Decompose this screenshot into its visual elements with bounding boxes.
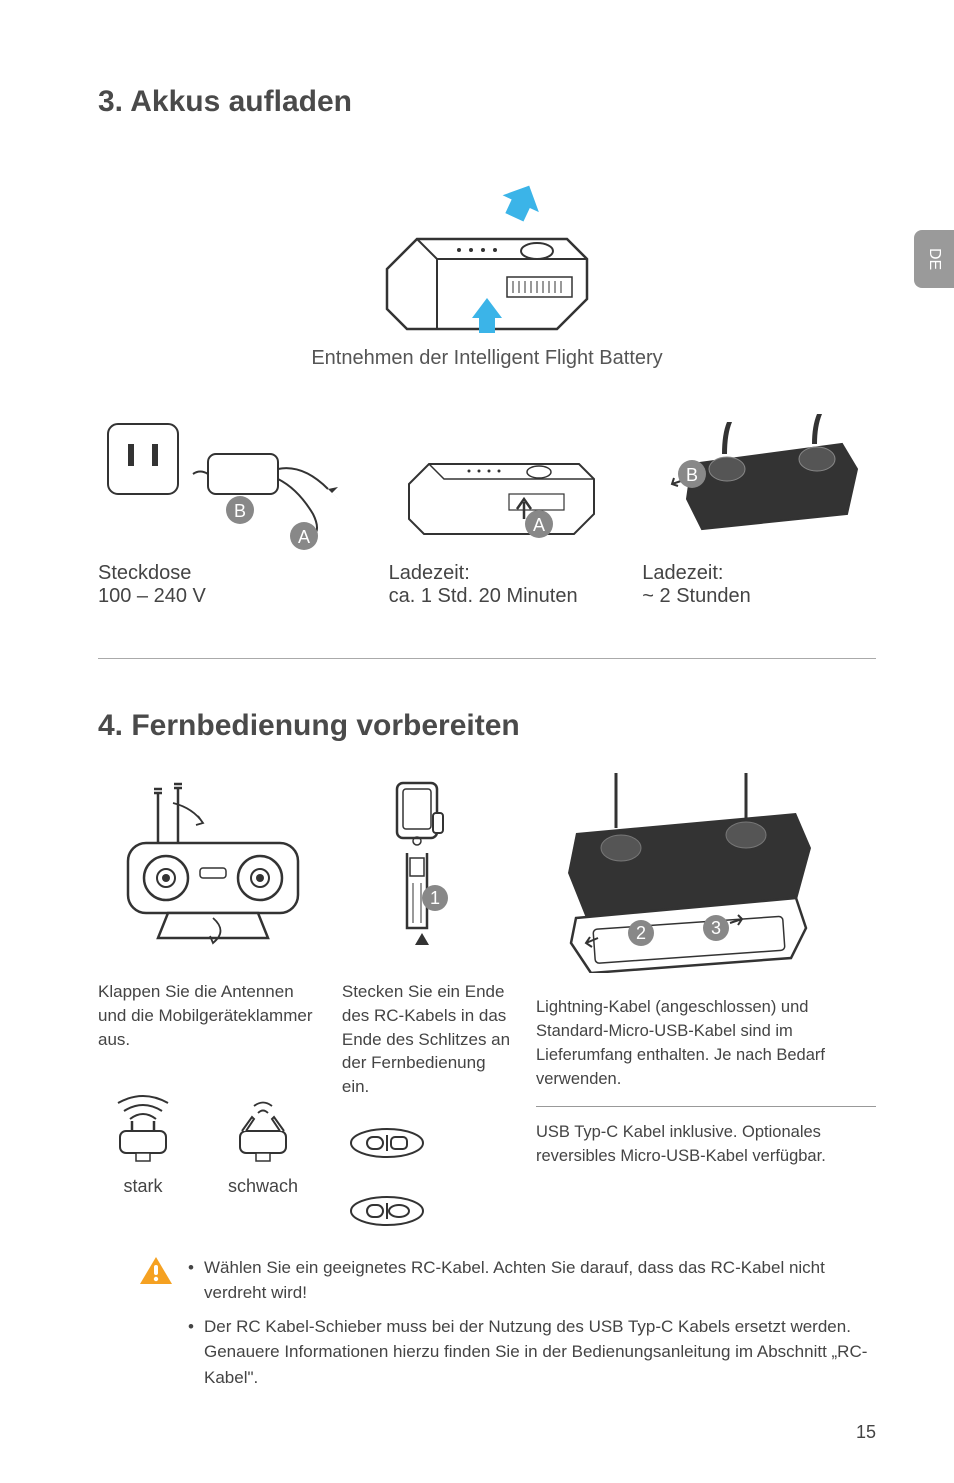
warning-bullet-2: Der RC Kabel-Schieber muss bei der Nutzu…: [188, 1314, 876, 1391]
lightning-cable-text: Lightning-Kabel (angeschlossen) und Stan…: [536, 996, 876, 1092]
outlet-label-1: Steckdose: [98, 562, 369, 585]
svg-text:B: B: [686, 465, 698, 485]
language-tab: DE: [914, 230, 954, 288]
remote-time-label-1: Ladezeit:: [642, 562, 876, 585]
lightning-slider-icon: [342, 1117, 432, 1163]
signal-weak-illustration: schwach: [218, 1081, 308, 1197]
phone-mount-illustration: 2 3: [536, 773, 876, 978]
signal-weak-label: schwach: [218, 1176, 308, 1197]
rc-cable-caption: Stecken Sie ein Ende des RC-Kabels in da…: [342, 980, 516, 1099]
rc-cable-plug-illustration: 1: [342, 773, 516, 968]
signal-strong-label: stark: [98, 1176, 188, 1197]
warning-icon: [138, 1255, 174, 1399]
outlet-label-2: 100 – 240 V: [98, 585, 369, 608]
section-4-heading: 4. Fernbedienung vorbereiten: [98, 709, 876, 743]
svg-text:3: 3: [711, 918, 721, 938]
outlet-illustration: B A: [98, 394, 369, 554]
battery-time-label-2: ca. 1 Std. 20 Minuten: [389, 585, 623, 608]
battery-charge-illustration: A: [389, 394, 623, 554]
remote-time-label-2: ~ 2 Stunden: [642, 585, 876, 608]
svg-text:1: 1: [430, 888, 440, 908]
warning-bullet-1: Wählen Sie ein geeignetes RC-Kabel. Acht…: [188, 1255, 876, 1306]
signal-strong-illustration: stark: [98, 1081, 188, 1197]
svg-text:B: B: [234, 501, 246, 521]
battery-remove-illustration: [98, 149, 876, 339]
cable-divider: [536, 1106, 876, 1107]
usbc-cable-text: USB Typ-C Kabel inklusive. Optionales re…: [536, 1121, 876, 1169]
svg-text:A: A: [298, 527, 310, 547]
antenna-unfold-illustration: [98, 773, 322, 968]
remote-charge-illustration: B: [642, 394, 876, 554]
page-number: 15: [856, 1422, 876, 1443]
section-3-heading: 3. Akkus aufladen: [98, 85, 876, 119]
usbc-slider-icon: [342, 1185, 432, 1231]
svg-text:A: A: [533, 515, 545, 535]
battery-caption: Entnehmen der Intelligent Flight Battery: [98, 347, 876, 370]
antenna-caption: Klappen Sie die Antennen und die Mobilge…: [98, 980, 322, 1051]
battery-time-label-1: Ladezeit:: [389, 562, 623, 585]
svg-text:2: 2: [636, 923, 646, 943]
